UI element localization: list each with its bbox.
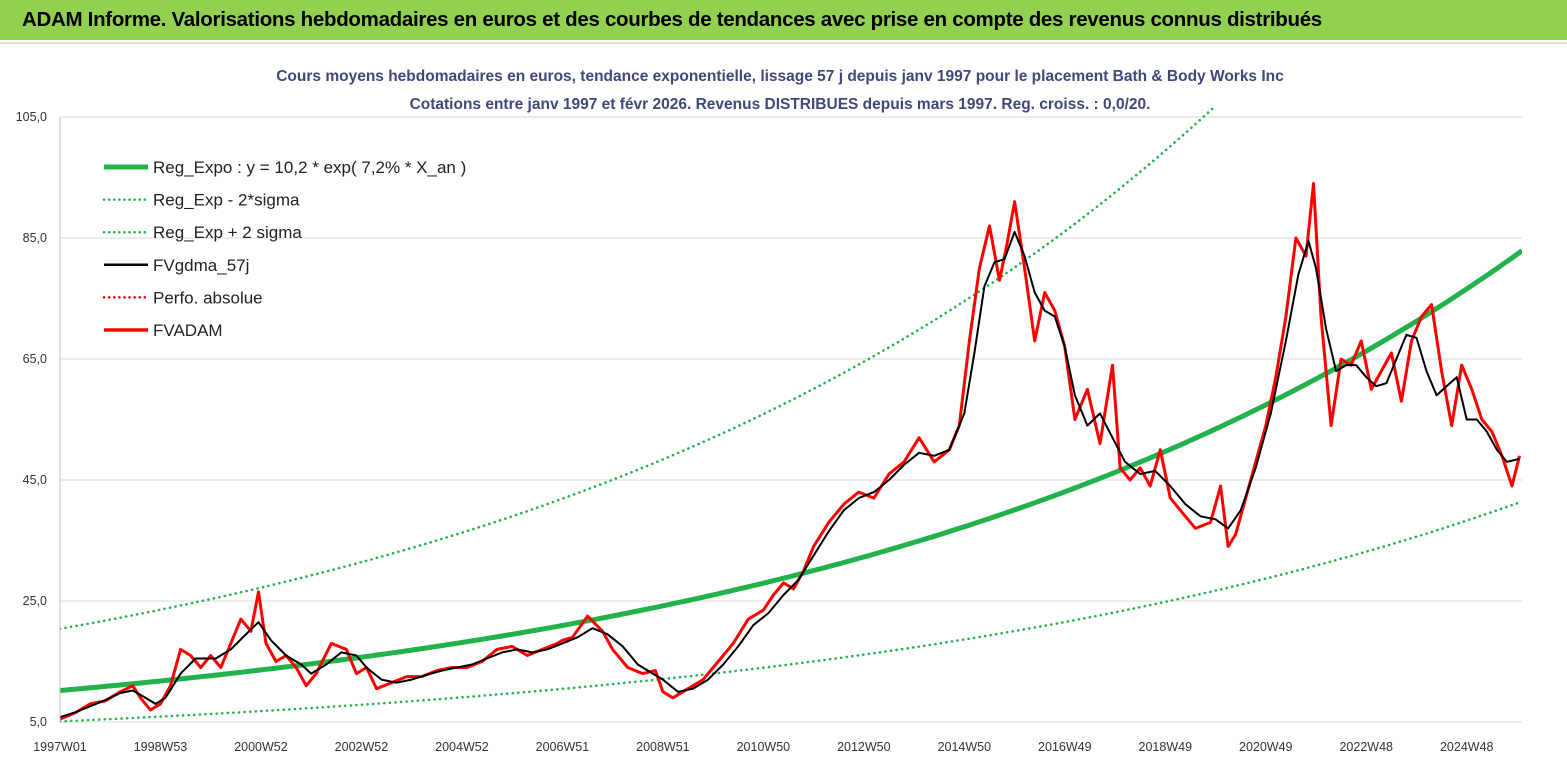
x-axis-ticks: 1997W01 1998W53 2000W52 2002W52 2004W52 2006W…	[33, 740, 1493, 754]
series-reg-exp-minus-2sigma	[60, 500, 1522, 723]
y-tick-label: 105,0	[16, 110, 47, 124]
legend-entry: Reg_Expo : y = 10,2 * exp( 7,2% * X_an )	[104, 158, 466, 177]
y-tick-label: 5,0	[30, 715, 47, 729]
legend-entry: Reg_Exp - 2*sigma	[102, 191, 300, 210]
series-fvgdma-57j	[60, 230, 1520, 719]
series-reg-expo	[60, 248, 1522, 693]
x-tick-label: 2008W51	[636, 740, 690, 754]
x-tick-label: 2014W50	[938, 740, 992, 754]
report-title: ADAM Informe. Valorisations hebdomadaire…	[22, 8, 1322, 31]
y-tick-label: 65,0	[23, 352, 47, 366]
y-tick-label: 25,0	[23, 594, 47, 608]
x-tick-label: 2020W49	[1239, 740, 1293, 754]
x-tick-label: 2024W48	[1440, 740, 1494, 754]
x-tick-label: 2018W49	[1139, 740, 1193, 754]
legend-label: FVADAM	[153, 321, 223, 340]
report-banner: ADAM Informe. Valorisations hebdomadaire…	[0, 0, 1567, 40]
x-tick-label: 2002W52	[335, 740, 389, 754]
y-axis-ticks: 105,0 85,0 65,0 45,0 25,0 5,0	[16, 110, 47, 729]
legend: Reg_Expo : y = 10,2 * exp( 7,2% * X_an )…	[102, 158, 466, 340]
series-fvadam	[60, 182, 1521, 721]
x-tick-label: 2010W50	[737, 740, 791, 754]
x-tick-label: 2000W52	[234, 740, 288, 754]
legend-entry: Perfo. absolue	[102, 288, 263, 307]
legend-label: Reg_Exp + 2 sigma	[153, 223, 302, 242]
legend-entry: FVgdma_57j	[104, 256, 249, 275]
legend-label: FVgdma_57j	[153, 256, 249, 275]
banner-divider	[0, 40, 1567, 43]
x-tick-label: 2022W48	[1339, 740, 1393, 754]
chart-subtitle-line1: Cours moyens hebdomadaires en euros, ten…	[276, 68, 1284, 85]
x-tick-label: 1998W53	[134, 740, 188, 754]
x-tick-label: 2012W50	[837, 740, 891, 754]
grid-lines	[60, 116, 1522, 723]
y-tick-label: 85,0	[23, 231, 47, 245]
x-tick-label: 1997W01	[33, 740, 87, 754]
legend-label: Reg_Exp - 2*sigma	[153, 191, 300, 210]
legend-entry: FVADAM	[104, 321, 223, 340]
x-tick-label: 2004W52	[435, 740, 489, 754]
x-tick-label: 2016W49	[1038, 740, 1092, 754]
legend-entry: Reg_Exp + 2 sigma	[102, 223, 302, 242]
x-tick-label: 2006W51	[536, 740, 590, 754]
chart-frame	[0, 42, 1567, 783]
y-tick-label: 45,0	[23, 473, 47, 487]
series-group	[60, 108, 1522, 723]
legend-label: Reg_Expo : y = 10,2 * exp( 7,2% * X_an )	[153, 158, 466, 177]
legend-label: Perfo. absolue	[153, 288, 263, 307]
series-reg-exp-plus-2sigma	[60, 108, 1215, 631]
chart-subtitle-line2: Cotations entre janv 1997 et févr 2026. …	[410, 96, 1151, 113]
